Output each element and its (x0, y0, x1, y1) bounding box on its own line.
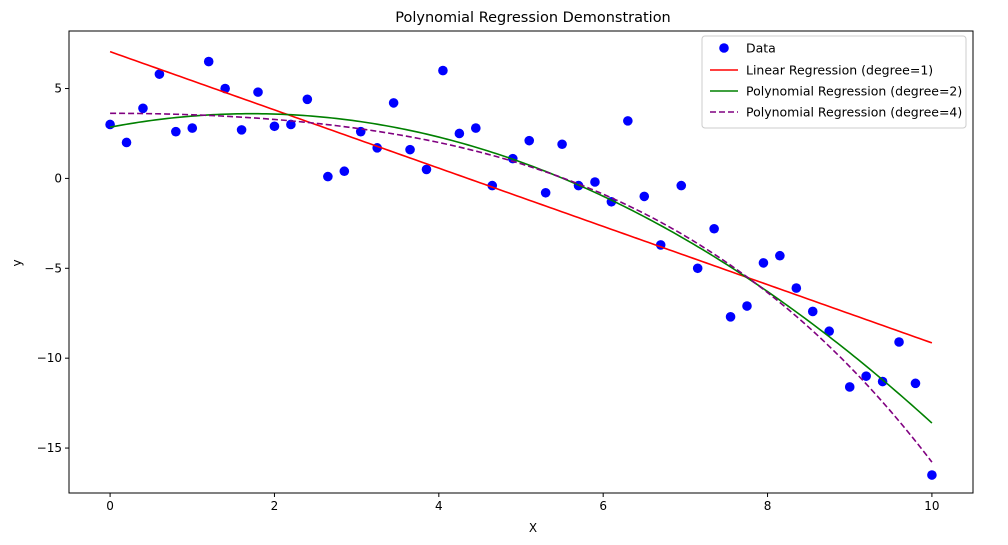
data-point (302, 94, 313, 105)
legend-marker-data (719, 43, 729, 53)
x-tick-label: 8 (764, 499, 772, 513)
data-point (894, 337, 904, 347)
data-point (709, 223, 719, 234)
data-point (775, 250, 785, 261)
data-point (758, 258, 769, 268)
y-tick-label: −5 (44, 261, 62, 275)
data-point (877, 376, 888, 387)
plot-frame (68, 30, 974, 494)
y-tick-label: 0 (54, 171, 62, 185)
y-axis: 5 0 −5 −10 −15 (37, 82, 69, 455)
data-point (623, 116, 633, 126)
data-point (421, 164, 432, 175)
data-point (203, 56, 214, 67)
legend: Data Linear Regression (degree=1) Polynomi… (701, 35, 967, 129)
data-point (692, 263, 703, 274)
data-point (438, 65, 448, 76)
legend-label-degree-1: Linear Regression (degree=1) (746, 63, 933, 78)
x-tick-label: 10 (924, 499, 939, 513)
y-tick-label: 5 (54, 82, 62, 96)
data-point (405, 144, 415, 155)
chart-title: Polynomial Regression Demonstration (395, 10, 671, 26)
data-point (171, 126, 181, 137)
data-point (725, 312, 736, 322)
x-tick-label: 0 (106, 499, 114, 513)
data-point (323, 171, 333, 182)
data-point (590, 177, 600, 187)
data-point (121, 137, 132, 148)
x-tick-label: 4 (435, 499, 443, 513)
data-point (824, 326, 834, 337)
data-point (861, 371, 871, 381)
data-point (676, 180, 687, 191)
data-point (138, 103, 148, 114)
legend-label-degree-4: Polynomial Regression (degree=4) (746, 105, 962, 120)
x-axis: 0 2 4 6 8 10 (106, 493, 940, 513)
y-tick-label: −15 (37, 441, 62, 455)
data-point (540, 187, 551, 198)
data-point (639, 191, 650, 202)
data-point (791, 283, 802, 293)
regression-line-degree-2 (109, 112, 933, 424)
legend-label-data: Data (746, 41, 776, 56)
data-point (742, 301, 752, 311)
data-point (557, 139, 567, 150)
data-point (105, 119, 115, 130)
data-point (524, 135, 535, 146)
data-point (910, 378, 921, 389)
data-point (253, 87, 263, 97)
data-point (844, 382, 855, 392)
legend-label-degree-2: Polynomial Regression (degree=2) (746, 84, 962, 99)
data-point (454, 128, 465, 139)
data-point (269, 121, 280, 132)
plot-area (105, 50, 937, 480)
data-point (471, 123, 481, 133)
data-point (154, 69, 165, 79)
data-point (236, 125, 247, 135)
data-point (286, 119, 296, 130)
data-point (807, 306, 818, 317)
x-tick-label: 2 (271, 499, 279, 513)
legend-box (701, 35, 967, 129)
y-axis-label: y (10, 259, 24, 266)
data-point (388, 98, 399, 108)
x-tick-label: 6 (599, 499, 607, 513)
data-point (339, 166, 350, 177)
regression-line-degree-4 (110, 112, 933, 463)
data-point (927, 470, 937, 480)
y-tick-label: −10 (37, 351, 62, 365)
x-axis-label: X (529, 521, 537, 535)
data-point (187, 123, 198, 133)
regression-line-degree-1 (109, 50, 933, 344)
